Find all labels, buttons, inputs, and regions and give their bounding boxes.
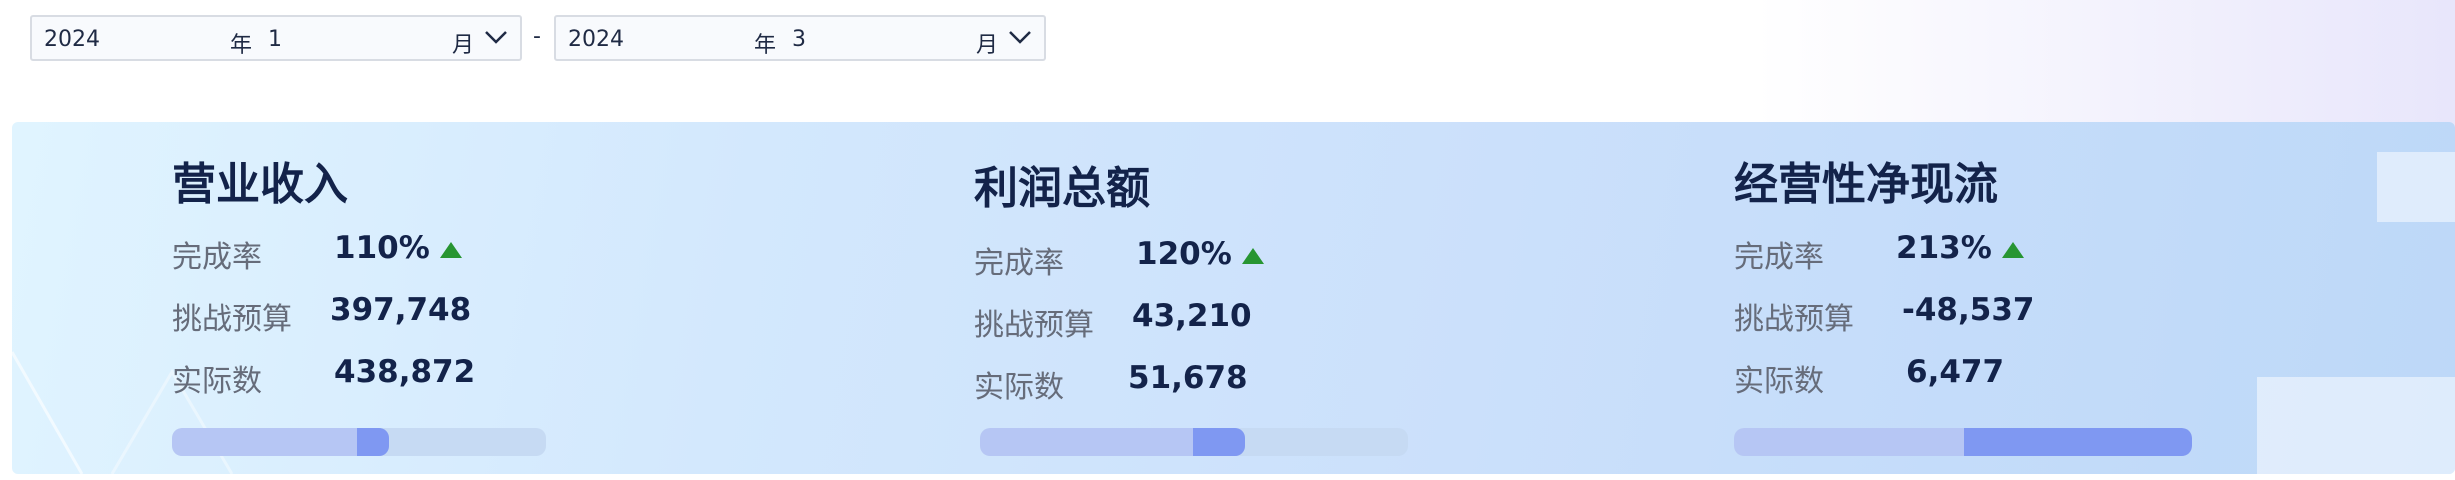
trend-up-icon [439, 241, 462, 258]
actual-label: 实际数 [172, 364, 262, 399]
rate-value: 213% [1896, 230, 2024, 266]
start-year: 2024 [44, 27, 100, 52]
start-month-picker[interactable]: 2024 年 1 月 [30, 15, 522, 61]
rate-label: 完成率 [172, 240, 262, 275]
end-month-picker[interactable]: 2024 年 3 月 [554, 15, 1046, 61]
progress-bar [1734, 428, 2192, 456]
rate-value: 110% [334, 230, 462, 266]
actual-value: 6,477 [1906, 354, 2005, 390]
progress-fill [172, 428, 389, 456]
decorative-cube [2257, 377, 2455, 474]
metric-title: 经营性净现流 [1734, 159, 1998, 210]
end-month-unit: 月 [976, 33, 999, 58]
budget-label: 挑战预算 [974, 308, 1094, 343]
rate-label: 完成率 [974, 246, 1064, 281]
chevron-down-icon[interactable] [482, 25, 510, 49]
end-month: 3 [792, 27, 806, 52]
range-separator: - [533, 24, 541, 49]
kpi-card: 营业收入 完成率 110% 挑战预算 397,748 实际数 438,872 利… [12, 122, 2455, 474]
start-month: 1 [268, 27, 282, 52]
progress-fill [980, 428, 1246, 456]
progress-fill [1734, 428, 2192, 456]
chevron-down-icon[interactable] [1006, 25, 1034, 49]
start-month-unit: 月 [452, 33, 475, 58]
budget-label: 挑战预算 [1734, 302, 1854, 337]
budget-value: 43,210 [1132, 298, 1252, 334]
start-year-unit: 年 [230, 33, 253, 58]
actual-label: 实际数 [974, 370, 1064, 405]
metric-title: 营业收入 [172, 159, 348, 210]
actual-label: 实际数 [1734, 364, 1824, 399]
progress-bar [980, 428, 1408, 456]
progress-bar [172, 428, 546, 456]
actual-value: 51,678 [1128, 360, 1248, 396]
trend-up-icon [2001, 241, 2024, 258]
rate-label: 完成率 [1734, 240, 1824, 275]
end-year-unit: 年 [754, 33, 777, 58]
rate-value: 120% [1136, 236, 1264, 272]
metric-title: 利润总额 [974, 163, 1150, 214]
end-year: 2024 [568, 27, 624, 52]
actual-value: 438,872 [334, 354, 476, 390]
budget-value: -48,537 [1902, 292, 2035, 328]
trend-up-icon [1241, 247, 1264, 264]
budget-label: 挑战预算 [172, 302, 292, 337]
budget-value: 397,748 [330, 292, 472, 328]
decorative-cube [2377, 152, 2455, 222]
